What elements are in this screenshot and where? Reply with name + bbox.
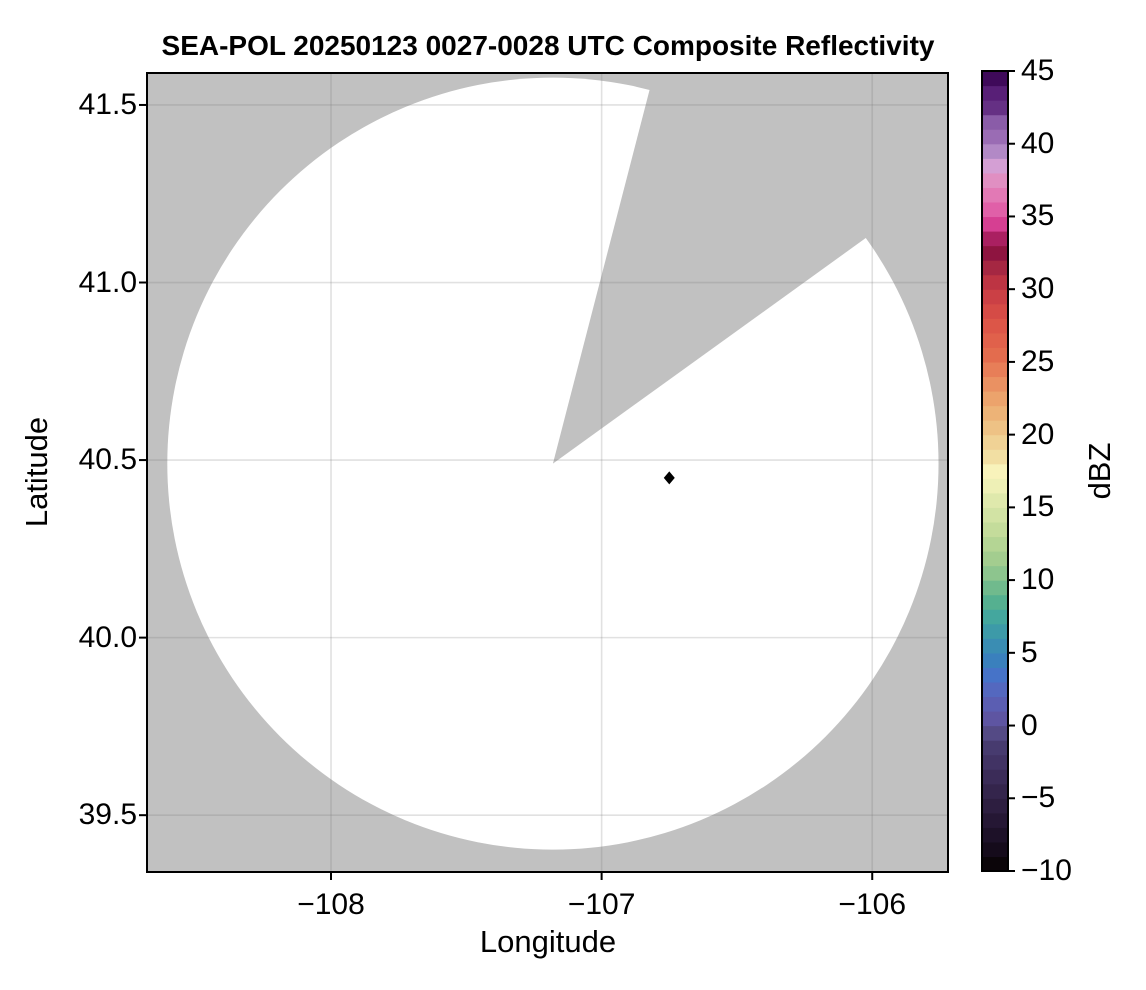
colorbar-band	[982, 100, 1008, 116]
colorbar-band	[982, 361, 1008, 378]
colorbar-tick-label: 35	[1021, 199, 1055, 233]
colorbar-band	[982, 463, 1008, 479]
colorbar-band	[982, 725, 1008, 741]
colorbar-band	[982, 754, 1008, 770]
colorbar-band	[982, 783, 1008, 799]
y-tick-label: 40.5	[78, 443, 137, 477]
colorbar-band	[982, 696, 1008, 712]
colorbar-band	[982, 623, 1008, 639]
colorbar-label: dBZ	[1082, 442, 1117, 500]
colorbar-band	[982, 652, 1008, 668]
x-tick-label: −106	[838, 888, 907, 921]
blocked-sector-wedge	[552, 73, 948, 464]
colorbar-tick-label: 25	[1021, 344, 1055, 378]
colorbar-band	[982, 521, 1008, 538]
chart-title: SEA-POL 20250123 0027-0028 UTC Composite…	[161, 30, 935, 61]
y-tick-label: 41.5	[78, 87, 137, 121]
colorbar-tick-label: 20	[1021, 417, 1055, 451]
colorbar-band	[982, 391, 1008, 407]
colorbar-outline	[981, 70, 1009, 872]
colorbar-band	[982, 85, 1008, 101]
colorbar-band	[982, 769, 1008, 785]
coverage-layer	[167, 73, 948, 850]
colorbar-band	[982, 536, 1008, 552]
colorbar-band	[982, 711, 1008, 727]
colorbar-band	[982, 114, 1008, 130]
colorbar-tick-label: 5	[1021, 635, 1038, 669]
colorbar-tick-label: 0	[1021, 708, 1038, 742]
colorbar-band	[982, 565, 1008, 581]
colorbar-band	[982, 216, 1008, 232]
colorbar-tick-label: −10	[1021, 854, 1072, 887]
colorbar-tick-label: 15	[1021, 490, 1055, 524]
colorbar-band	[982, 478, 1008, 494]
colorbar-tick-label: 10	[1021, 563, 1055, 597]
colorbar-band	[982, 740, 1008, 756]
colorbar-band	[982, 231, 1008, 247]
colorbar-tick-label: 40	[1021, 126, 1055, 160]
colorbar-band	[982, 420, 1008, 436]
colorbar-band	[982, 594, 1008, 610]
colorbar-band	[982, 667, 1008, 683]
colorbar-band	[982, 129, 1008, 145]
y-axis-label: Latitude	[19, 416, 54, 528]
colorbar-band	[982, 449, 1008, 465]
colorbar-band	[982, 434, 1008, 450]
colorbar-band	[982, 638, 1008, 654]
colorbar-band	[982, 245, 1008, 261]
colorbar-band	[982, 260, 1008, 276]
colorbar-band	[982, 827, 1008, 843]
colorbar-band	[982, 274, 1008, 290]
colorbar-band	[982, 798, 1008, 814]
colorbar-band	[982, 332, 1008, 348]
colorbar-band	[982, 856, 1008, 872]
colorbar-band	[982, 507, 1008, 523]
colorbar-band	[982, 492, 1008, 508]
axes-spines	[146, 72, 949, 873]
colorbar-band	[982, 405, 1008, 421]
y-tick-label: 39.5	[78, 798, 137, 832]
colorbar-band	[982, 289, 1008, 305]
colorbar-band	[982, 303, 1008, 319]
colorbar-tick-label: 45	[1021, 54, 1055, 87]
colorbar-tick-label: −5	[1021, 781, 1056, 815]
y-tick-label: 40.0	[78, 620, 137, 654]
colorbar-band	[982, 187, 1008, 203]
colorbar-band	[982, 841, 1008, 858]
colorbar-tick-label: 30	[1021, 272, 1055, 306]
colorbar-band	[982, 551, 1008, 567]
colorbar-band	[982, 376, 1008, 392]
x-axis-label: Longitude	[479, 924, 617, 959]
y-tick-label: 41.0	[78, 265, 137, 299]
colorbar-band	[982, 609, 1008, 625]
site-marker-diamond	[663, 471, 675, 485]
colorbar-band	[982, 172, 1008, 188]
colorbar-band	[982, 158, 1008, 174]
colorbar-band	[982, 681, 1008, 698]
colorbar-band	[982, 143, 1008, 159]
colorbar-band	[982, 812, 1008, 828]
colorbar-band	[982, 580, 1008, 596]
x-tick-label: −108	[297, 888, 365, 921]
colorbar-band	[982, 347, 1008, 363]
colorbar-band	[982, 201, 1008, 218]
x-tick-label: −107	[567, 888, 636, 921]
colorbar-band	[982, 71, 1008, 87]
colorbar-band	[982, 318, 1008, 334]
